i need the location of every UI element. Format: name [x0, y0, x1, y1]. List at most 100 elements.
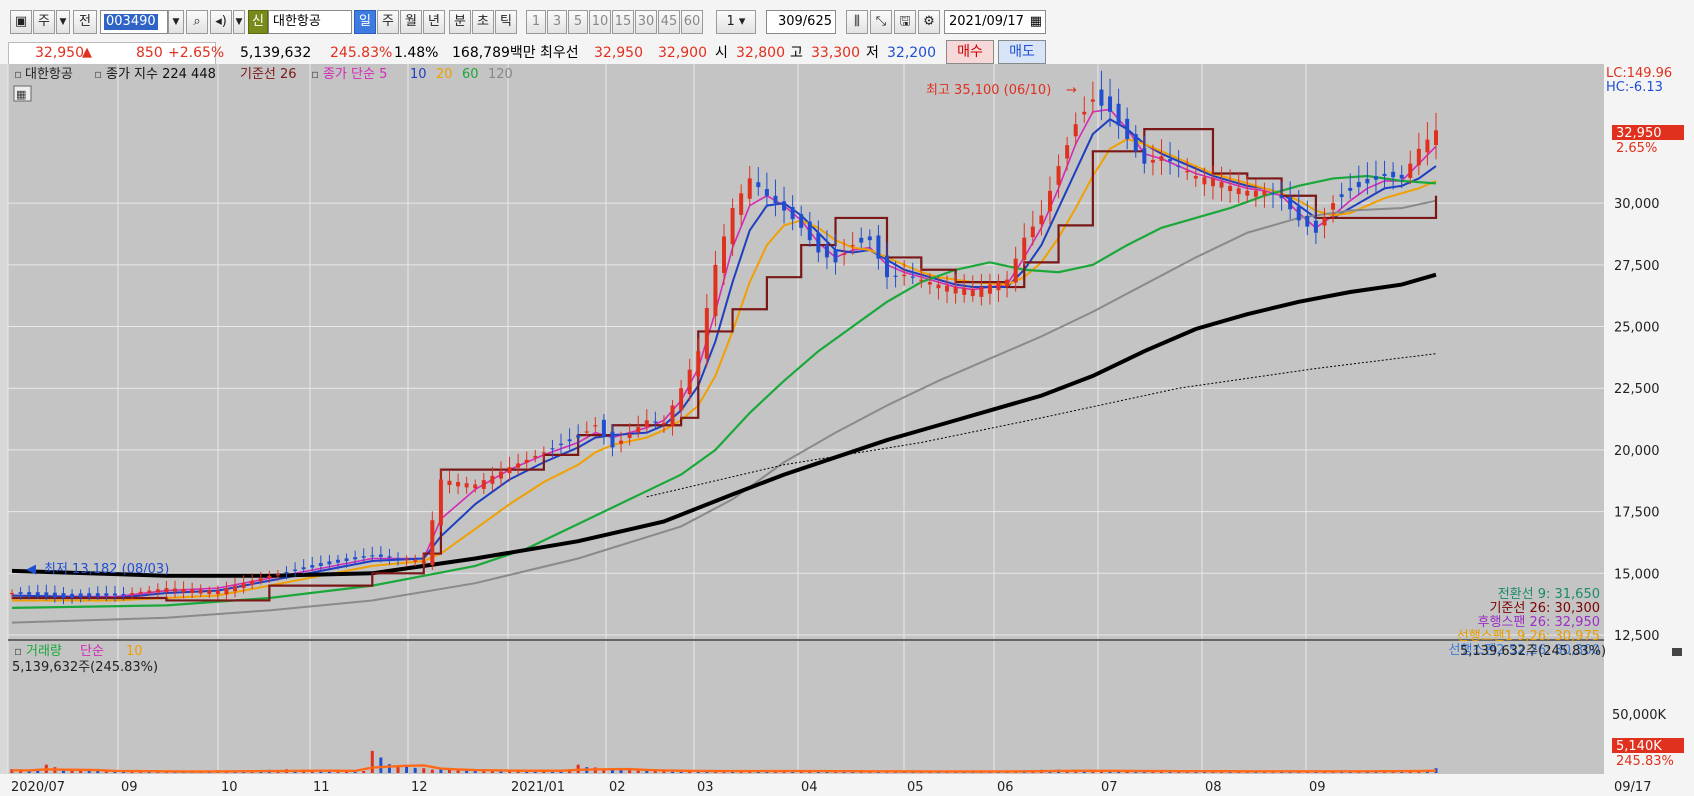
candle-body-96 — [833, 249, 838, 263]
candle-body-119 — [1030, 226, 1035, 238]
candle-body-149 — [1288, 197, 1293, 210]
interval-button-45[interactable]: 45 — [658, 10, 680, 34]
period-tab-4[interactable]: 분 — [449, 10, 471, 34]
candle-body-101 — [876, 235, 881, 259]
volume-ma-line — [11, 764, 1437, 773]
quote-amount: 168,789백만 — [452, 45, 536, 61]
candle-body-113 — [979, 287, 984, 297]
candle-body-132 — [1142, 148, 1147, 164]
candle-body-100 — [867, 236, 872, 241]
interval-select[interactable]: 1 ▾ — [716, 10, 756, 34]
x-tick-label-0: 2020/07 — [11, 780, 65, 795]
legend-ma: 종가 단순 5 — [323, 67, 387, 82]
period-tab-3[interactable]: 년 — [423, 10, 445, 34]
low-arrow: ◀ — [26, 562, 36, 577]
market-type-select[interactable]: 주 — [33, 10, 55, 34]
sell-button[interactable]: 매도 — [998, 40, 1046, 64]
interval-button-10[interactable]: 10 — [589, 10, 611, 34]
price-panel — [8, 64, 1604, 639]
layout-icon[interactable]: ▣ — [10, 10, 32, 34]
candle-body-148 — [1279, 195, 1284, 199]
candle-body-93 — [807, 221, 812, 241]
code-dropdown-icon[interactable]: ▼ — [168, 10, 184, 34]
candle-body-126 — [1090, 99, 1095, 102]
volume-bar-3-1 — [70, 770, 74, 773]
volume-value-left: 5,139,632주(245.83%) — [12, 660, 158, 675]
period-tab-0[interactable]: 일 — [354, 10, 376, 34]
candle-body-163 — [1408, 163, 1413, 179]
prefix-button[interactable]: 전 — [73, 10, 97, 34]
interval-button-15[interactable]: 15 — [612, 10, 634, 34]
candle-body-72 — [627, 433, 632, 438]
interval-button-3[interactable]: 3 — [547, 10, 567, 34]
date-field[interactable]: 2021/09/17 ▦ — [944, 10, 1046, 34]
volume-panel-close-icon[interactable] — [1672, 648, 1682, 656]
period-tab-6[interactable]: 틱 — [495, 10, 517, 34]
candle-body-151 — [1305, 215, 1310, 227]
volume-bar-27-1 — [482, 770, 486, 773]
volume-legend-a: 거래량 — [26, 644, 62, 659]
stock-name-field[interactable]: 대한항공 — [268, 10, 352, 34]
candle-body-144 — [1245, 190, 1250, 196]
interval-button-30[interactable]: 30 — [635, 10, 657, 34]
candle-body-83 — [722, 236, 726, 273]
candle-body-116 — [1005, 279, 1010, 287]
candle-type-icon[interactable]: ⫼ — [846, 10, 868, 34]
count-current: 309 — [777, 14, 803, 29]
candle-body-41 — [361, 556, 366, 558]
search-icon[interactable]: ⌕ — [186, 10, 208, 34]
candle-body-2 — [27, 592, 32, 595]
calendar-icon[interactable]: ▦ — [1029, 14, 1042, 29]
speaker-icon[interactable]: ◂) — [210, 10, 232, 34]
candle-body-136 — [1176, 165, 1181, 168]
chevron-down-icon[interactable]: ▼ — [56, 10, 70, 34]
interval-button-60[interactable]: 60 — [681, 10, 703, 34]
candle-body-59 — [516, 463, 521, 468]
candle-body-49 — [430, 520, 435, 566]
volume-bar-3-0 — [61, 769, 65, 773]
price-chart[interactable]: 12,500 15,000 17,500 20,000 22,500 25,000 27,5… — [0, 64, 1694, 796]
speaker-dropdown-icon[interactable]: ▼ — [233, 10, 245, 34]
candle-body-123 — [1065, 145, 1070, 159]
volume-bar-20-1 — [362, 771, 366, 773]
candle-body-102 — [884, 255, 889, 278]
grid-toggle-icon[interactable] — [13, 85, 32, 102]
candle-body-28 — [250, 580, 255, 585]
candle-body-58 — [507, 467, 512, 474]
stock-code-value: 003490 — [104, 14, 158, 30]
quote-price-box — [8, 42, 216, 66]
candle-body-71 — [619, 440, 624, 444]
count-field[interactable]: 309/625 — [766, 10, 836, 34]
candle-body-127 — [1099, 89, 1104, 106]
candle-body-92 — [799, 214, 804, 228]
period-tab-1[interactable]: 주 — [377, 10, 399, 34]
y-tick-label-3: 20,000 — [1614, 444, 1660, 459]
interval-button-5[interactable]: 5 — [568, 10, 588, 34]
candle-body-15 — [138, 591, 143, 594]
candle-body-54 — [473, 484, 478, 489]
candle-body-117 — [1013, 258, 1018, 283]
legend-ma-20: 20 — [436, 67, 453, 82]
interval-button-1[interactable]: 1 — [526, 10, 546, 34]
legend-ma-120: 120 — [488, 67, 513, 82]
series-line-4 — [11, 174, 1437, 609]
volume-bar-4-1 — [87, 770, 91, 773]
candle-body-11 — [104, 593, 109, 596]
candle-body-64 — [559, 443, 564, 445]
candle-body-1 — [18, 592, 23, 594]
period-tab-5[interactable]: 초 — [472, 10, 494, 34]
candle-body-5 — [52, 592, 57, 598]
candle-body-152 — [1313, 220, 1318, 233]
gear-icon[interactable]: ⚙ — [918, 10, 940, 34]
buy-button[interactable]: 매수 — [946, 40, 994, 64]
period-tab-2[interactable]: 월 — [400, 10, 422, 34]
candle-body-105 — [910, 276, 915, 278]
volume-bar-37-0 — [645, 769, 649, 773]
quote-low: 32,200 — [887, 45, 936, 61]
candle-body-124 — [1073, 124, 1078, 137]
save-icon[interactable]: 🖫 — [894, 10, 916, 34]
up-arrow-icon: ▲ — [82, 45, 92, 60]
draw-tool-icon[interactable]: ⤡ — [870, 10, 892, 34]
market-type-label: 주 — [38, 14, 50, 29]
stock-code-input[interactable]: 003490 — [100, 10, 168, 34]
